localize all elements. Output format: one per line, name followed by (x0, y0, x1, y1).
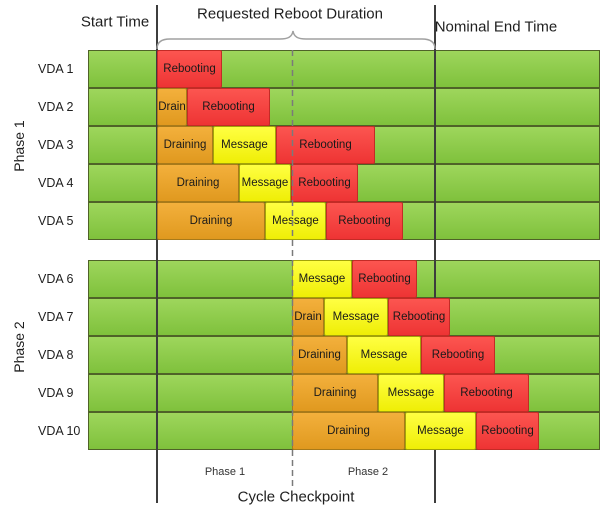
segment-draining: Drain (292, 298, 324, 336)
segment-message: Message (347, 336, 421, 374)
segment-message: Message (239, 164, 291, 202)
segment-rebooting: Rebooting (187, 88, 270, 126)
segment-rebooting: Rebooting (352, 260, 417, 298)
start-time-line (156, 5, 158, 503)
segment-draining: Drain (157, 88, 187, 126)
row-label-vda-10: VDA 10 (38, 424, 81, 438)
segment-message: Message (405, 412, 476, 450)
nominal-end-time-line (434, 5, 436, 503)
requested-reboot-duration-label: Requested Reboot Duration (197, 5, 383, 23)
phase2-footer-label: Phase 2 (347, 466, 389, 478)
segment-draining: Draining (292, 336, 347, 374)
row-label-vda-3: VDA 3 (38, 138, 74, 152)
phase1-side-label: Phase 1 (11, 120, 27, 172)
segment-draining: Draining (292, 374, 378, 412)
segment-message: Message (213, 126, 276, 164)
segment-rebooting: Rebooting (421, 336, 495, 374)
segment-rebooting: Rebooting (326, 202, 403, 240)
row-label-vda-8: VDA 8 (38, 348, 74, 362)
segment-message: Message (324, 298, 388, 336)
row-label-vda-2: VDA 2 (38, 100, 74, 114)
row-label-vda-6: VDA 6 (38, 272, 74, 286)
start-time-label: Start Time (80, 13, 150, 31)
row-label-vda-7: VDA 7 (38, 310, 74, 324)
nominal-end-time-label: Nominal End Time (434, 18, 558, 36)
row-label-vda-5: VDA 5 (38, 214, 74, 228)
cycle-checkpoint-label: Cycle Checkpoint (237, 488, 355, 506)
row-label-vda-9: VDA 9 (38, 386, 74, 400)
row-label-vda-1: VDA 1 (38, 62, 74, 76)
segment-rebooting: Rebooting (157, 50, 222, 88)
segment-rebooting: Rebooting (276, 126, 375, 164)
row-label-vda-4: VDA 4 (38, 176, 74, 190)
segment-message: Message (265, 202, 326, 240)
segment-rebooting: Rebooting (291, 164, 358, 202)
segment-draining: Draining (157, 164, 239, 202)
segment-draining: Draining (292, 412, 405, 450)
phase2-side-label: Phase 2 (11, 321, 27, 373)
segment-message: Message (292, 260, 352, 298)
segment-rebooting: Rebooting (476, 412, 539, 450)
segment-rebooting: Rebooting (388, 298, 450, 336)
segment-draining: Draining (157, 126, 213, 164)
segment-rebooting: Rebooting (444, 374, 529, 412)
phase1-footer-label: Phase 1 (204, 466, 246, 478)
segment-draining: Draining (157, 202, 265, 240)
segment-message: Message (378, 374, 444, 412)
